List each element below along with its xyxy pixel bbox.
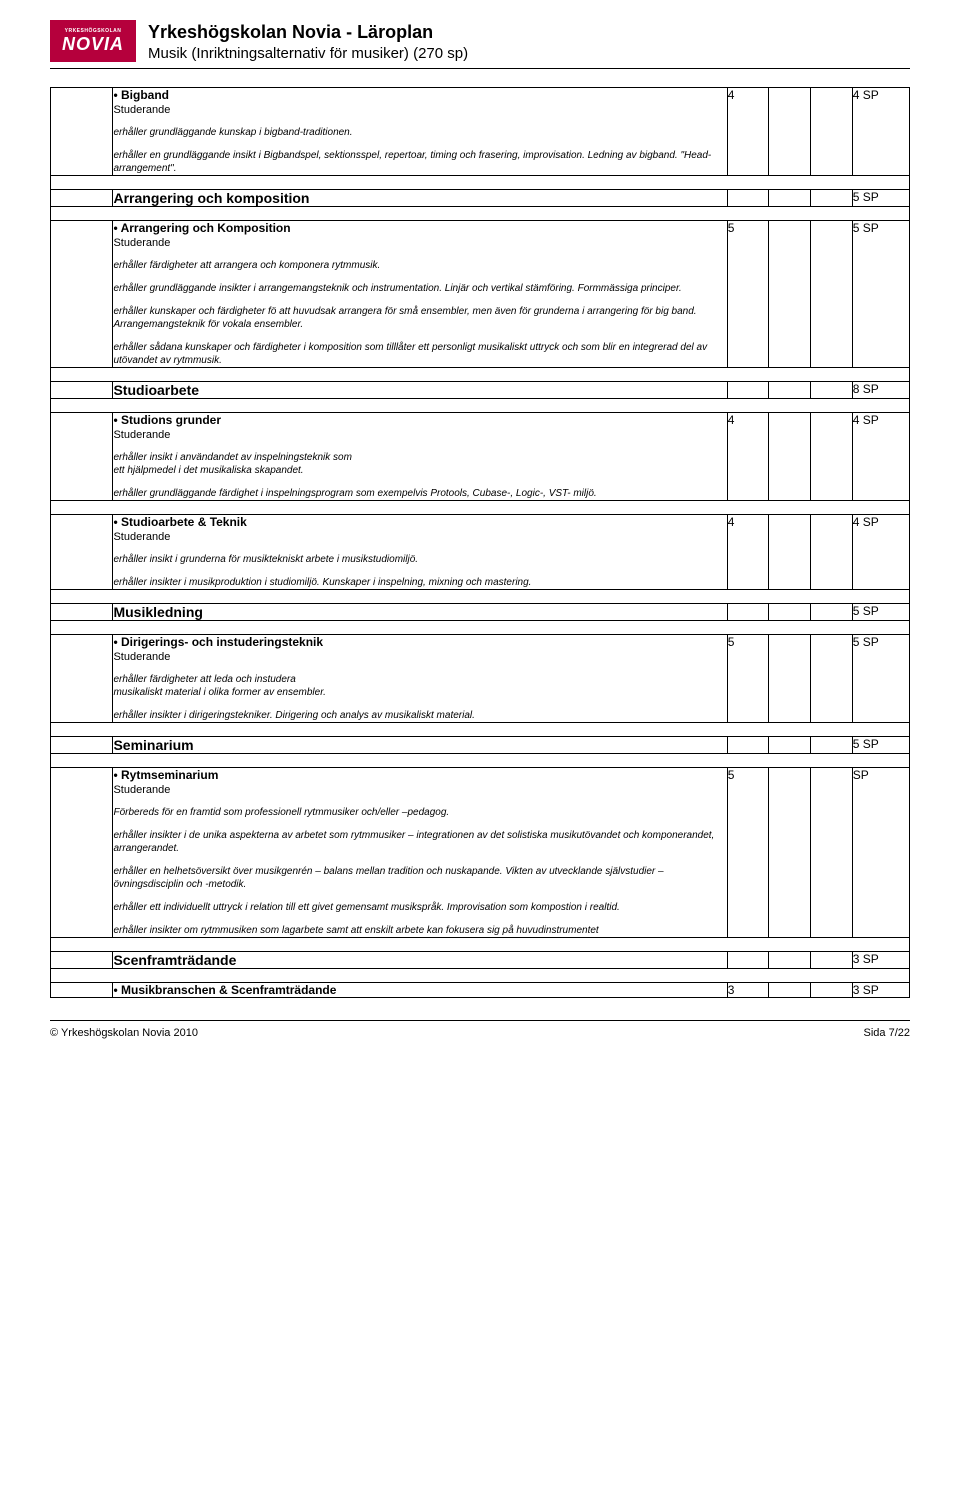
page-footer: © Yrkeshögskolan Novia 2010 Sida 7/22 [50,1020,910,1039]
section-row: Musikledning 5 SP [51,604,910,621]
table-row: Musikbranschen & Scenframträdande 3 3 SP [51,983,910,998]
credits-num: 3 [727,983,769,998]
sp-value: 5 SP [852,190,909,207]
table-row: Rytmseminarium Studerande Förbereds för … [51,768,910,938]
credits-num: 5 [727,768,769,938]
studerande-label: Studerande [113,237,726,249]
credits-num: 5 [727,221,769,368]
credits-num: 4 [727,88,769,176]
sp-value: 3 SP [852,983,909,998]
course-desc: erhåller färdigheter att leda och instud… [113,673,726,699]
table-row: Studioarbete & Teknik Studerande erhålle… [51,515,910,590]
course-desc: erhåller grundläggande kunskap i bigband… [113,126,726,139]
course-desc: Förbereds för en framtid som professione… [113,806,726,819]
sp-value: 4 SP [852,515,909,590]
course-desc: erhåller sådana kunskaper och färdighete… [113,341,726,367]
page-subtitle: Musik (Inriktningsalternativ för musiker… [148,45,468,62]
course-title: Bigband [113,88,726,102]
section-title: Musikledning [113,604,726,620]
section-title: Studioarbete [113,382,726,398]
course-title: Rytmseminarium [113,768,726,782]
table-row: Dirigerings- och instuderingsteknik Stud… [51,635,910,723]
course-title: Musikbranschen & Scenframträdande [113,983,726,997]
curriculum-table: Bigband Studerande erhåller grundläggand… [50,87,910,998]
course-title: Dirigerings- och instuderingsteknik [113,635,726,649]
page: YRKESHÖGSKOLAN NOVIA Yrkeshögskolan Novi… [0,0,960,1059]
sp-value: 5 SP [852,604,909,621]
header-text: Yrkeshögskolan Novia - Läroplan Musik (I… [148,20,468,62]
sp-value: 8 SP [852,382,909,399]
logo-main-text: NOVIA [62,34,124,55]
section-row: Arrangering och komposition 5 SP [51,190,910,207]
studerande-label: Studerande [113,429,726,441]
course-title: Studioarbete & Teknik [113,515,726,529]
course-desc: erhåller kunskaper och färdigheter fö at… [113,305,726,331]
credits-num: 4 [727,515,769,590]
section-row: Studioarbete 8 SP [51,382,910,399]
footer-copyright: © Yrkeshögskolan Novia 2010 [50,1027,198,1039]
novia-logo: YRKESHÖGSKOLAN NOVIA [50,20,136,62]
table-row: Arrangering och Komposition Studerande e… [51,221,910,368]
course-desc: erhåller en helhetsöversikt över musikge… [113,865,726,891]
course-desc: erhåller grundläggande färdighet i inspe… [113,487,726,500]
page-title: Yrkeshögskolan Novia - Läroplan [148,22,468,43]
credits-num: 5 [727,635,769,723]
sp-value: 3 SP [852,952,909,969]
desc-line: musikaliskt material i olika former av e… [113,687,325,698]
sp-value: 4 SP [852,88,909,176]
sp-value: 5 SP [852,635,909,723]
studerande-label: Studerande [113,784,726,796]
sp-value: 4 SP [852,413,909,501]
credits-num: 4 [727,413,769,501]
section-row: Scenframträdande 3 SP [51,952,910,969]
section-row: Seminarium 5 SP [51,737,910,754]
studerande-label: Studerande [113,104,726,116]
desc-line: ett hjälpmedel i det musikaliska skapand… [113,465,303,476]
sp-value: 5 SP [852,221,909,368]
desc-line: erhåller färdigheter att leda och instud… [113,674,295,685]
section-title: Arrangering och komposition [113,190,726,206]
course-desc: erhåller ett individuellt uttryck i rela… [113,901,726,914]
table-row: Bigband Studerande erhåller grundläggand… [51,88,910,176]
course-desc: erhåller insikt i grunderna för musiktek… [113,553,726,566]
sp-value: 5 SP [852,737,909,754]
course-desc: erhåller insikter om rytmmusiken som lag… [113,924,726,937]
course-desc: erhåller insikter i de unika aspekterna … [113,829,726,855]
table-row: Studions grunder Studerande erhåller ins… [51,413,910,501]
course-title: Studions grunder [113,413,726,427]
page-header: YRKESHÖGSKOLAN NOVIA Yrkeshögskolan Novi… [50,20,910,69]
course-desc: erhåller en grundläggande insikt i Bigba… [113,149,726,175]
studerande-label: Studerande [113,531,726,543]
course-title: Arrangering och Komposition [113,221,726,235]
course-desc: erhåller insikter i musikproduktion i st… [113,576,726,589]
section-title: Scenframträdande [113,952,726,968]
course-desc: erhåller grundläggande insikter i arrang… [113,282,726,295]
desc-line: erhåller insikt i användandet av inspeln… [113,452,351,463]
sp-value: SP [852,768,909,938]
studerande-label: Studerande [113,651,726,663]
course-desc: erhåller insikt i användandet av inspeln… [113,451,726,477]
course-desc: erhåller färdigheter att arrangera och k… [113,259,726,272]
course-desc: erhåller insikter i dirigeringstekniker.… [113,709,726,722]
section-title: Seminarium [113,737,726,753]
footer-page-number: Sida 7/22 [864,1027,910,1039]
